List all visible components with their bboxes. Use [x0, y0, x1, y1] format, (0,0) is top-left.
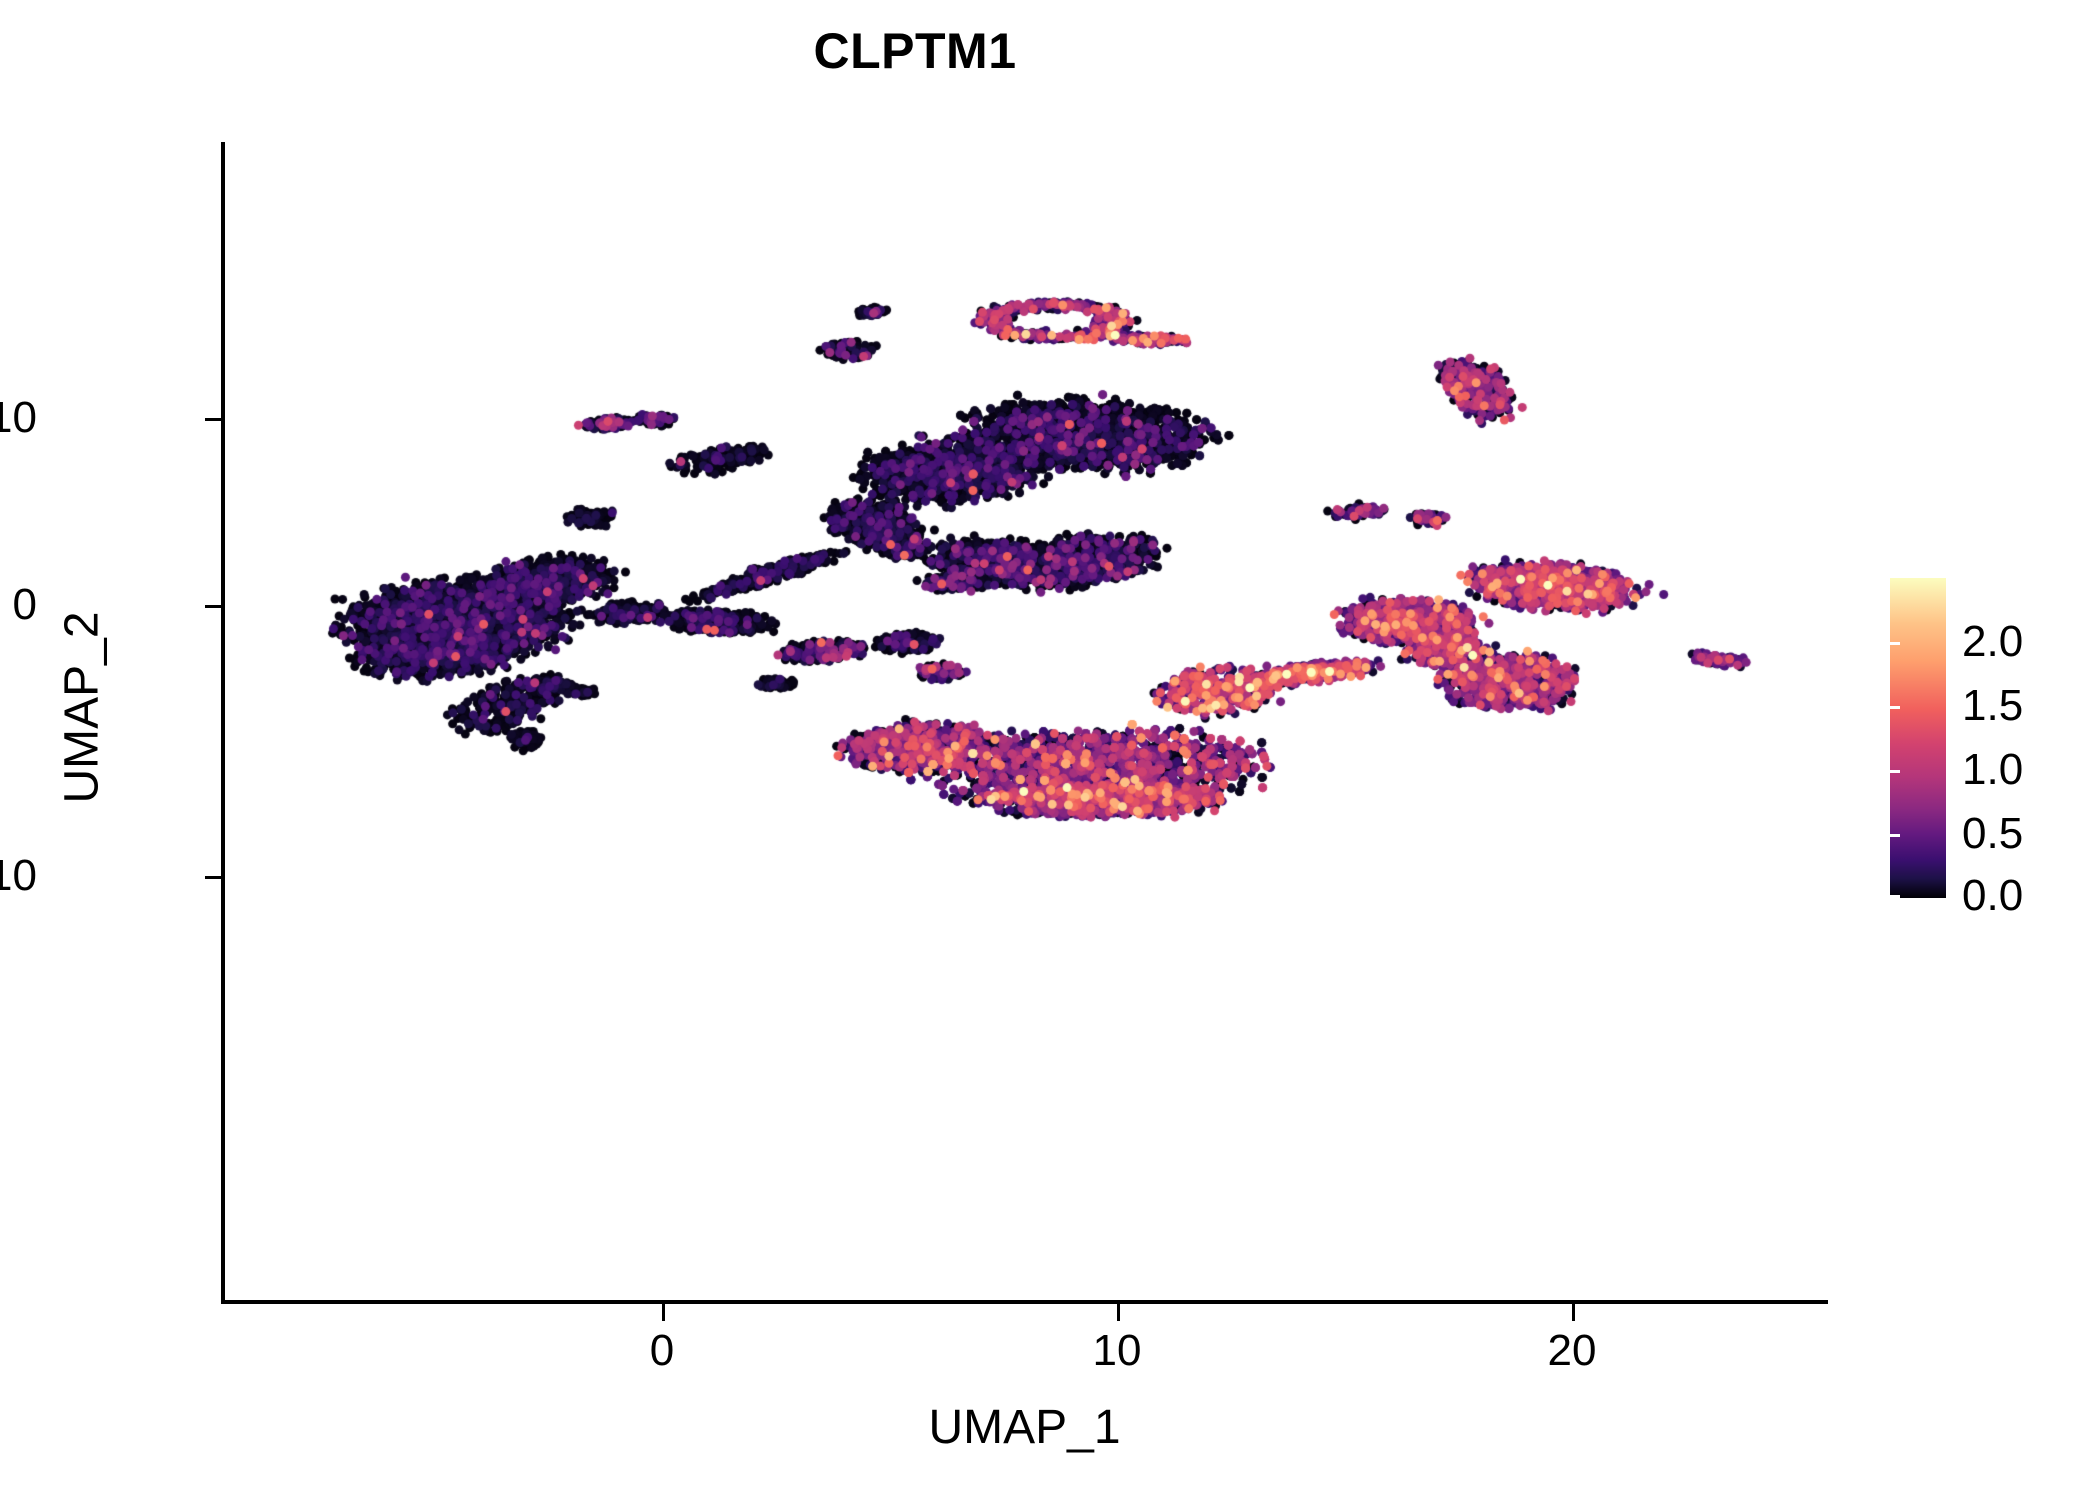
colorbar-tick-1.0-right [2070, 770, 2080, 773]
y-tick-label-neg10: -10 [0, 851, 37, 900]
x-tick-label-0: 0 [649, 1326, 675, 1375]
colorbar-label-2.0: 2.0 [1962, 617, 2024, 666]
page-title: CLPTM1 [813, 23, 1017, 79]
x-tick-mark-0 [662, 1304, 665, 1321]
colorbar-label-1.5: 1.5 [1962, 681, 2024, 730]
colorbar-label-0.0: 0.0 [1962, 871, 2024, 920]
colorbar-gradient [1890, 578, 1946, 898]
y-axis-line [221, 142, 225, 1304]
colorbar-tick-0.0-right [2070, 895, 2080, 898]
colorbar-tick-0.5-right [2070, 834, 2080, 837]
colorbar-tick-2.0-left [1890, 642, 1900, 645]
y-tick-mark-neg10 [205, 876, 221, 879]
x-axis-title: UMAP_1 [928, 1401, 1121, 1454]
x-tick-mark-20 [1572, 1304, 1575, 1321]
colorbar-tick-1.5-right [2070, 706, 2080, 709]
x-tick-label-20: 20 [1547, 1326, 1597, 1375]
y-tick-mark-10 [205, 418, 221, 421]
colorbar-tick-0.5-left [1890, 834, 1900, 837]
x-tick-label-10: 10 [1092, 1326, 1142, 1375]
scatter-points-canvas [223, 110, 1828, 1300]
colorbar-tick-1.5-left [1890, 706, 1900, 709]
color-legend: 2.0 1.5 1.0 0.5 0.0 [1890, 578, 2080, 918]
y-tick-label-0: 0 [12, 580, 37, 629]
colorbar-tick-1.0-left [1890, 770, 1900, 773]
x-axis-line [221, 1300, 1828, 1304]
plot-panel [223, 110, 1828, 1300]
x-tick-mark-10 [1117, 1304, 1120, 1321]
colorbar-label-0.5: 0.5 [1962, 809, 2024, 858]
colorbar-tick-0.0-left [1890, 895, 1900, 898]
y-tick-mark-0 [205, 605, 221, 608]
y-tick-label-10: 10 [0, 393, 37, 442]
y-axis-title: UMAP_2 [55, 611, 109, 804]
colorbar-tick-2.0-right [2070, 642, 2080, 645]
colorbar-label-1.0: 1.0 [1962, 745, 2024, 794]
